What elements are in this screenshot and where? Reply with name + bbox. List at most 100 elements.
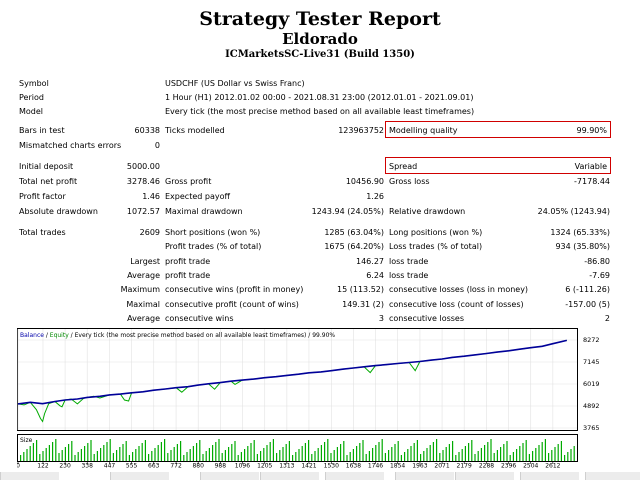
size-bar (71, 441, 73, 461)
size-bar (192, 446, 194, 461)
size-bar (231, 444, 233, 461)
plot-frame (17, 328, 578, 431)
net-profit-value: 3278.46 (126, 177, 160, 186)
size-bar (512, 452, 514, 461)
size-bar (186, 452, 188, 461)
average-consecutive-label: Average (127, 314, 160, 323)
gross-loss-value: -7178.44 (574, 177, 610, 186)
x-tick-label: 880 (192, 463, 204, 469)
size-bar (36, 440, 38, 461)
long-positions-label: Long positions (won %) (389, 228, 483, 237)
size-bar (74, 455, 76, 461)
size-bar (244, 449, 246, 461)
size-bar (301, 446, 303, 461)
size-bar (116, 450, 118, 461)
net-profit-label: Total net profit (19, 177, 78, 186)
strip-cell (0, 472, 59, 480)
maximal-drawdown-value: 1243.94 (24.05%) (311, 207, 384, 216)
max-consecutive-losses-label: consecutive losses (loss in money) (389, 285, 529, 294)
size-bar (503, 444, 505, 461)
size-bar (352, 449, 354, 461)
total-trades-value: 2609 (139, 228, 160, 237)
size-bar (484, 445, 486, 461)
profit-trades-value: 1675 (64.20%) (324, 242, 384, 251)
size-bar (330, 453, 332, 461)
x-tick-label: 447 (104, 463, 116, 469)
largest-profit-trade-label: profit trade (165, 257, 211, 266)
largest-label: Largest (130, 257, 160, 266)
size-bar (487, 442, 489, 461)
size-bar (557, 444, 559, 461)
size-bar (541, 442, 543, 461)
size-bar (388, 450, 390, 461)
x-axis: 0 122 230 338 447 555 663 772 880 988 1096 1205 1313… (17, 462, 561, 468)
size-bar (61, 450, 63, 461)
legend-separator: / (44, 332, 50, 339)
size-bar (448, 444, 450, 461)
symbol-label: Symbol (19, 79, 49, 88)
maximal-drawdown-label: Maximal drawdown (165, 207, 243, 216)
largest-loss-trade-label: loss trade (389, 257, 429, 266)
chart-legend: Balance / Equity / Every tick (the most … (20, 332, 335, 339)
size-bar (224, 450, 226, 461)
legend-equity: Equity (50, 332, 69, 339)
x-tick-label: 338 (81, 463, 93, 469)
x-tick-label: 0 (17, 463, 20, 469)
x-tick-label: 2612 (545, 463, 560, 469)
size-bar (496, 450, 498, 461)
size-bar (52, 442, 54, 461)
size-bar (23, 452, 25, 461)
size-bar (372, 448, 374, 461)
y-tick-label: 4892 (583, 402, 600, 410)
spread-label: Spread (389, 162, 418, 171)
x-tick-label: 1096 (235, 463, 250, 469)
size-bar (180, 441, 182, 461)
size-bar (122, 444, 124, 461)
size-bar (458, 452, 460, 461)
size-bar (87, 443, 89, 461)
strip-cell (325, 472, 384, 480)
size-bar (432, 442, 434, 461)
gross-loss-label: Gross loss (389, 177, 430, 186)
x-tick-label: 1421 (301, 463, 316, 469)
size-bar (429, 445, 431, 461)
size-bar (237, 455, 239, 461)
size-bar (96, 451, 98, 461)
size-bar (452, 441, 454, 461)
size-bar (64, 447, 66, 461)
x-tick-label: 2288 (479, 463, 494, 469)
size-label: Size (20, 437, 33, 444)
size-bar (413, 443, 415, 461)
size-bar (240, 452, 242, 461)
size-bar (167, 453, 169, 461)
size-bar (327, 439, 329, 461)
strip-cell (200, 472, 259, 480)
size-bar (202, 454, 204, 461)
size-bar (436, 439, 438, 461)
size-bar (215, 442, 217, 461)
size-bar (445, 447, 447, 461)
size-bar (90, 440, 92, 461)
size-bar (365, 454, 367, 461)
x-tick-label: 2179 (457, 463, 472, 469)
size-bar (183, 455, 185, 461)
size-bar (343, 441, 345, 461)
size-bar (221, 453, 223, 461)
size-bar (29, 446, 31, 461)
size-bar (500, 447, 502, 461)
average-loss-trade-label: loss trade (389, 271, 429, 280)
size-bar (340, 444, 342, 461)
size-bar (272, 439, 274, 461)
legend-rest: / Every tick (the most precise method ba… (69, 332, 336, 339)
size-bar (260, 451, 262, 461)
report-title: Strategy Tester Report (199, 8, 441, 30)
x-tick-label: 1638 (346, 463, 361, 469)
size-bar (480, 448, 482, 461)
size-bar (474, 454, 476, 461)
size-bar (426, 448, 428, 461)
size-bar (324, 442, 326, 461)
size-bar (125, 441, 127, 461)
size-bar (564, 455, 566, 461)
size-bar (234, 441, 236, 461)
bars-label: Bars in test (19, 126, 65, 135)
